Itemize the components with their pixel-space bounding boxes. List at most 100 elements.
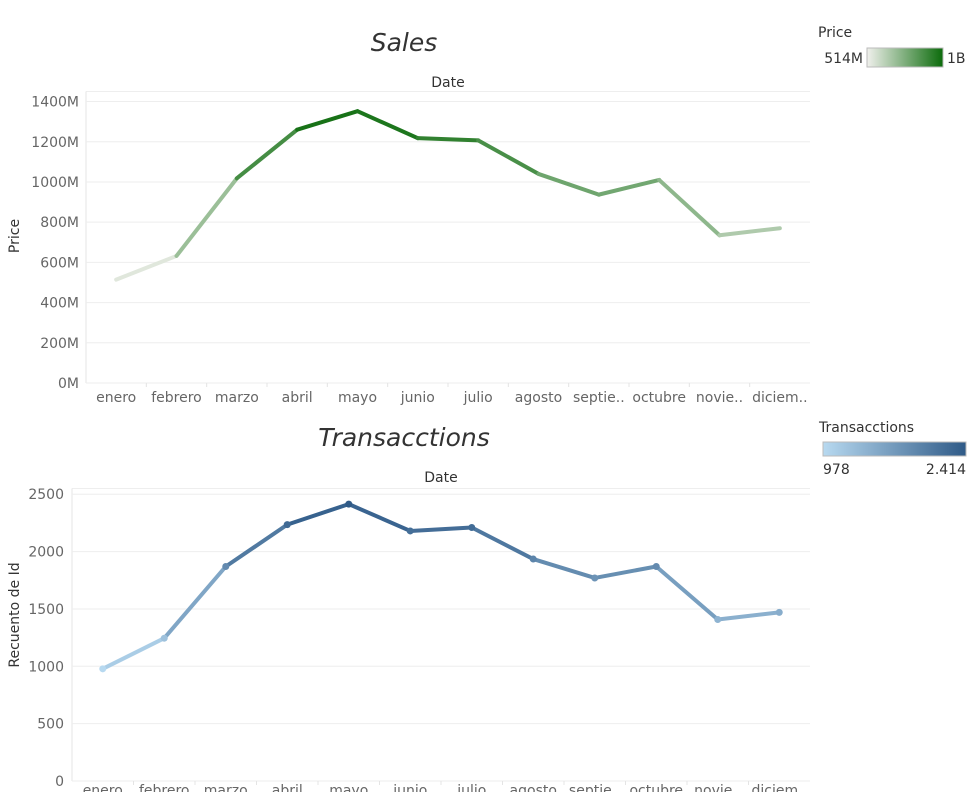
line-segment: [596, 177, 662, 197]
data-point[interactable]: [652, 563, 660, 570]
x-tick-label: diciem..: [751, 783, 807, 792]
price-legend-min-label: 514M: [824, 51, 863, 67]
x-tick-label: junio: [392, 783, 427, 792]
transacctions-legend-max-label: 2.414: [926, 462, 966, 478]
y-tick-label: 0: [55, 774, 64, 790]
sales-chart: Sales Date Price 0M 200M 400M 600M 800M 1000M…: [7, 25, 966, 406]
data-point[interactable]: [468, 524, 476, 531]
transactions-points: [99, 500, 783, 673]
transactions-y-axis-label: Recuento de Id: [7, 562, 23, 667]
x-tick-label: abril: [272, 783, 303, 792]
x-tick-label: enero: [83, 783, 123, 792]
line-segment: [592, 564, 659, 580]
x-tick-label: mayo: [338, 390, 377, 406]
y-tick-label: 2500: [28, 487, 64, 503]
line-segment: [223, 522, 290, 569]
line-segment: [536, 171, 601, 197]
line-segment: [654, 564, 720, 622]
price-legend-title: Price: [818, 25, 852, 41]
x-tick-label: mayo: [329, 783, 368, 792]
x-tick-label: julio: [456, 783, 486, 792]
data-point[interactable]: [160, 634, 168, 642]
line-segment: [657, 177, 722, 238]
line-segment: [476, 138, 541, 176]
x-tick-label: agosto: [510, 783, 557, 792]
data-point[interactable]: [406, 527, 414, 535]
x-tick-label: septie..: [573, 390, 625, 406]
transactions-date-header: Date: [424, 470, 457, 486]
transacctions-legend-gradient: [822, 441, 967, 457]
x-tick-label: septie..: [569, 783, 621, 792]
y-tick-label: 1500: [28, 602, 64, 618]
x-tick-label: enero: [96, 390, 136, 406]
transactions-gridlines: [71, 488, 810, 782]
transacctions-legend-min-label: 978: [823, 462, 850, 478]
y-tick-label: 1000M: [31, 175, 79, 191]
sales-y-ticks: 0M 200M 400M 600M 800M 1000M 1200M 1400M: [31, 95, 79, 392]
x-tick-label: abril: [282, 390, 313, 406]
price-legend-gradient: [866, 47, 944, 68]
x-tick-label: octubre: [632, 390, 686, 406]
transactions-chart: Transacctions Date Recuento de Id 0 500 10…: [7, 420, 967, 792]
sales-gridlines: [85, 91, 810, 384]
y-tick-label: 1400M: [31, 95, 79, 111]
data-point[interactable]: [345, 500, 353, 508]
line-segment: [162, 564, 228, 641]
y-tick-label: 800M: [40, 215, 79, 231]
sales-date-header: Date: [431, 75, 464, 91]
line-segment: [295, 109, 360, 132]
sales-y-axis-label: Price: [7, 219, 23, 253]
line-segment: [415, 136, 481, 143]
data-point[interactable]: [222, 563, 230, 570]
y-tick-label: 0M: [58, 376, 79, 392]
y-tick-label: 200M: [40, 336, 79, 352]
line-segment: [114, 253, 179, 282]
transactions-chart-title: Transacctions: [318, 423, 490, 452]
line-segment: [531, 557, 597, 580]
sales-chart-title: Sales: [371, 28, 438, 57]
y-tick-label: 1200M: [31, 135, 79, 151]
x-tick-label: febrero: [151, 390, 202, 406]
line-segment: [174, 176, 239, 258]
line-segment: [100, 636, 167, 671]
data-point[interactable]: [714, 615, 722, 623]
y-tick-label: 1000: [28, 659, 64, 675]
x-tick-label: marzo: [215, 390, 259, 406]
x-tick-label: febrero: [139, 783, 190, 792]
x-tick-label: junio: [400, 390, 435, 406]
y-tick-label: 2000: [28, 545, 64, 561]
x-tick-label: novie..: [694, 783, 741, 792]
line-segment: [355, 109, 420, 141]
data-point[interactable]: [775, 608, 783, 616]
x-tick-label: julio: [463, 390, 493, 406]
sales-x-ticks: enero febrero marzo abril mayo junio julio agos…: [96, 383, 808, 406]
y-tick-label: 600M: [40, 255, 79, 271]
price-legend-max-label: 1B: [947, 51, 966, 67]
data-point[interactable]: [591, 574, 599, 582]
transactions-x-ticks: enero febrero marzo abril mayo junio julio agos…: [83, 781, 807, 792]
line-segment: [346, 502, 413, 533]
data-point[interactable]: [529, 555, 537, 563]
x-tick-label: agosto: [515, 390, 562, 406]
x-tick-label: novie..: [696, 390, 743, 406]
y-tick-label: 500: [37, 717, 64, 733]
transacctions-legend-title: Transacctions: [818, 420, 914, 436]
sales-line-series: [114, 109, 782, 282]
line-segment: [285, 502, 351, 527]
line-segment: [717, 226, 782, 238]
y-tick-label: 400M: [40, 296, 79, 312]
price-color-legend: Price 514M 1B: [818, 25, 966, 68]
line-segment: [234, 127, 300, 181]
transactions-y-ticks: 0 500 1000 1500 2000 2500: [28, 487, 64, 790]
data-point[interactable]: [99, 665, 107, 673]
data-point[interactable]: [283, 521, 291, 529]
x-tick-label: marzo: [204, 783, 248, 792]
x-tick-label: diciem..: [752, 390, 808, 406]
transactions-line-series: [100, 502, 782, 671]
line-segment: [408, 525, 474, 533]
line-segment: [469, 525, 536, 562]
x-tick-label: octubre: [629, 783, 683, 792]
line-segment: [715, 610, 782, 622]
transacctions-color-legend: Transacctions 978 2.414: [818, 420, 967, 478]
